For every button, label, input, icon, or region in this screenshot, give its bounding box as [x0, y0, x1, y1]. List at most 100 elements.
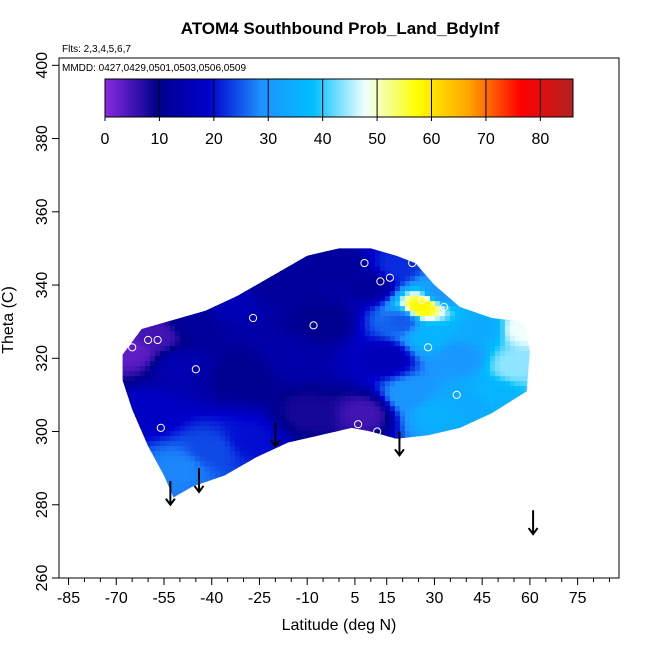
heatmap-cell	[122, 366, 126, 372]
heatmap-cell	[500, 501, 506, 507]
heatmap-cell	[364, 496, 371, 498]
heatmap-cell	[399, 261, 406, 267]
heatmap-cell	[399, 351, 406, 357]
heatmap-cell	[444, 361, 451, 367]
heatmap-cell	[509, 326, 516, 332]
heatmap-cell	[329, 296, 336, 302]
heatmap-cell	[115, 301, 121, 307]
heatmap-cell	[424, 441, 431, 447]
heatmap-cell	[299, 261, 306, 267]
heatmap-cell	[299, 411, 306, 417]
heatmap-cell	[464, 441, 471, 447]
heatmap-cell	[214, 391, 221, 397]
heatmap-cell	[244, 446, 251, 452]
heatmap-cell	[324, 461, 331, 467]
heatmap-cell	[299, 326, 306, 332]
heatmap-cell	[169, 286, 176, 292]
heatmap-cell	[134, 376, 141, 382]
heatmap-cell	[419, 336, 426, 342]
heatmap-cell	[464, 466, 471, 472]
heatmap-cell	[524, 256, 530, 262]
heatmap-cell	[110, 291, 116, 297]
heatmap-cell	[530, 296, 536, 302]
heatmap-cell	[414, 251, 421, 257]
heatmap-cell	[224, 371, 231, 377]
heatmap-cell	[184, 391, 191, 397]
heatmap-cell	[294, 261, 301, 267]
heatmap-cell	[279, 326, 286, 332]
heatmap-cell	[429, 326, 436, 332]
heatmap-cell	[204, 356, 211, 362]
heatmap-cell	[139, 371, 146, 377]
heatmap-cell	[250, 501, 256, 507]
heatmap-cell	[294, 441, 301, 447]
heatmap-cell	[319, 406, 326, 412]
heatmap-cell	[214, 366, 221, 372]
heatmap-cell	[399, 316, 406, 322]
heatmap-cell	[389, 466, 396, 472]
heatmap-cell	[364, 381, 371, 387]
heatmap-cell	[324, 426, 331, 432]
heatmap-cell	[279, 266, 286, 272]
heatmap-cell	[434, 261, 441, 267]
heatmap-cell	[354, 336, 361, 342]
heatmap-cell	[414, 281, 421, 287]
heatmap-cell	[184, 451, 191, 457]
heatmap-cell	[249, 476, 256, 482]
heatmap-cell	[115, 306, 121, 312]
heatmap-cell	[139, 441, 146, 447]
heatmap-cell	[219, 396, 226, 402]
heatmap-cell	[194, 291, 201, 297]
heatmap-cell	[294, 416, 301, 422]
heatmap-cell	[394, 301, 401, 307]
heatmap-cell	[184, 311, 191, 317]
heatmap-cell	[199, 296, 206, 302]
heatmap-cell	[144, 311, 151, 317]
heatmap-cell	[144, 336, 151, 342]
sample-point	[147, 317, 156, 326]
heatmap-cell	[459, 311, 466, 317]
heatmap-cell	[429, 451, 436, 457]
heatmap-cell	[239, 331, 246, 337]
heatmap-cell	[419, 248, 426, 252]
heatmap-cell	[174, 361, 181, 367]
heatmap-cell	[199, 426, 206, 432]
heatmap-cell	[434, 416, 441, 422]
heatmap-cell	[369, 401, 376, 407]
heatmap-cell	[494, 441, 501, 447]
heatmap-cell	[339, 491, 346, 497]
heatmap-cell	[334, 326, 341, 332]
heatmap-cell	[469, 261, 476, 267]
heatmap-cell	[499, 346, 506, 352]
heatmap-cell	[194, 271, 201, 277]
heatmap-cell	[204, 248, 211, 252]
heatmap-cell	[524, 481, 530, 487]
heatmap-cell	[239, 291, 246, 297]
heatmap-cell	[530, 346, 536, 352]
heatmap-cell	[199, 496, 206, 498]
heatmap-cell	[344, 491, 351, 497]
heatmap-cell	[195, 501, 201, 507]
heatmap-cell	[164, 336, 171, 342]
heatmap-cell	[389, 406, 396, 412]
heatmap-cell	[214, 466, 221, 472]
heatmap-cell	[429, 476, 436, 482]
heatmap-cell	[530, 291, 536, 297]
heatmap-cell	[409, 446, 416, 452]
heatmap-cell	[259, 396, 266, 402]
heatmap-cell	[334, 421, 341, 427]
heatmap-cell	[234, 381, 241, 387]
heatmap-cell	[334, 406, 341, 412]
heatmap-cell	[204, 346, 211, 352]
heatmap-cell	[400, 501, 406, 507]
heatmap-cell	[244, 471, 251, 477]
heatmap-cell	[410, 241, 416, 247]
heatmap-cell	[479, 441, 486, 447]
heatmap-cell	[454, 361, 461, 367]
heatmap-cell	[509, 271, 516, 277]
heatmap-cell	[339, 276, 346, 282]
heatmap-cell	[154, 481, 161, 487]
heatmap-cell	[149, 431, 156, 437]
heatmap-cell	[444, 281, 451, 287]
